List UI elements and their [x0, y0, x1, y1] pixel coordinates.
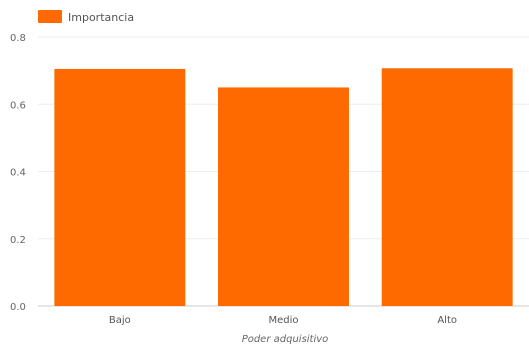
bar-medio: [218, 87, 349, 306]
y-axis-ticks: 0.0 0.2 0.4 0.6 0.8: [10, 33, 26, 313]
y-tick-label: 0.8: [10, 33, 26, 44]
y-tick-label: 0.6: [10, 100, 26, 111]
bar-bajo: [54, 68, 186, 306]
legend: Importancia: [38, 10, 134, 24]
x-tick-label: Medio: [268, 315, 298, 326]
x-tick-label: Alto: [437, 315, 457, 326]
legend-label: Importancia: [68, 11, 134, 24]
x-axis-labels: Bajo Medio Alto: [109, 315, 457, 326]
bars: [54, 68, 513, 307]
y-tick-label: 0.0: [10, 302, 26, 313]
x-tick-label: Bajo: [109, 315, 131, 326]
y-tick-label: 0.4: [10, 168, 26, 179]
x-axis-title: Poder adquisitivo: [242, 334, 329, 345]
bar-alto: [381, 68, 513, 307]
legend-swatch: [38, 10, 62, 23]
y-tick-label: 0.2: [10, 235, 26, 246]
